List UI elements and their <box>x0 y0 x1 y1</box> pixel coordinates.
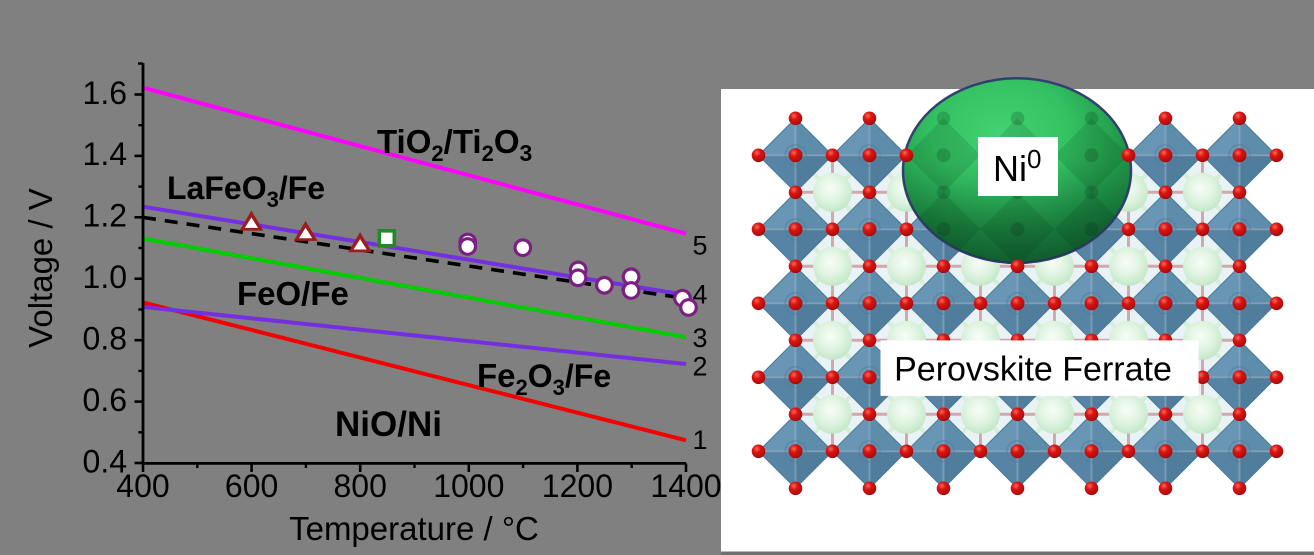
svg-text:3: 3 <box>692 323 707 353</box>
svg-text:1000: 1000 <box>433 468 504 504</box>
svg-text:Fe2O3/Fe: Fe2O3/Fe <box>477 357 611 400</box>
svg-text:1.2: 1.2 <box>83 198 127 234</box>
svg-text:1.6: 1.6 <box>83 75 127 111</box>
svg-text:1200: 1200 <box>542 468 613 504</box>
svg-text:1.4: 1.4 <box>83 136 127 172</box>
svg-text:2: 2 <box>692 351 707 381</box>
svg-text:5: 5 <box>692 230 707 260</box>
svg-text:0.4: 0.4 <box>83 443 127 479</box>
svg-text:TiO2/Ti2O3: TiO2/Ti2O3 <box>377 123 532 166</box>
svg-text:600: 600 <box>225 468 278 504</box>
svg-text:0.8: 0.8 <box>83 321 127 357</box>
svg-text:400: 400 <box>116 468 169 504</box>
svg-text:1400: 1400 <box>650 468 721 504</box>
svg-text:Voltage / V: Voltage / V <box>22 188 59 348</box>
svg-text:LaFeO3/Fe: LaFeO3/Fe <box>167 170 325 212</box>
svg-text:0.6: 0.6 <box>83 382 127 418</box>
svg-text:FeO/Fe: FeO/Fe <box>237 275 349 312</box>
svg-text:Temperature / °C: Temperature / °C <box>289 510 539 547</box>
svg-text:800: 800 <box>334 468 387 504</box>
svg-text:1.0: 1.0 <box>83 259 127 295</box>
svg-text:4: 4 <box>692 280 707 310</box>
svg-text:1: 1 <box>692 425 707 455</box>
svg-text:NiO/Ni: NiO/Ni <box>335 405 442 444</box>
svg-text:Perovskite Ferrate: Perovskite Ferrate <box>894 351 1172 389</box>
